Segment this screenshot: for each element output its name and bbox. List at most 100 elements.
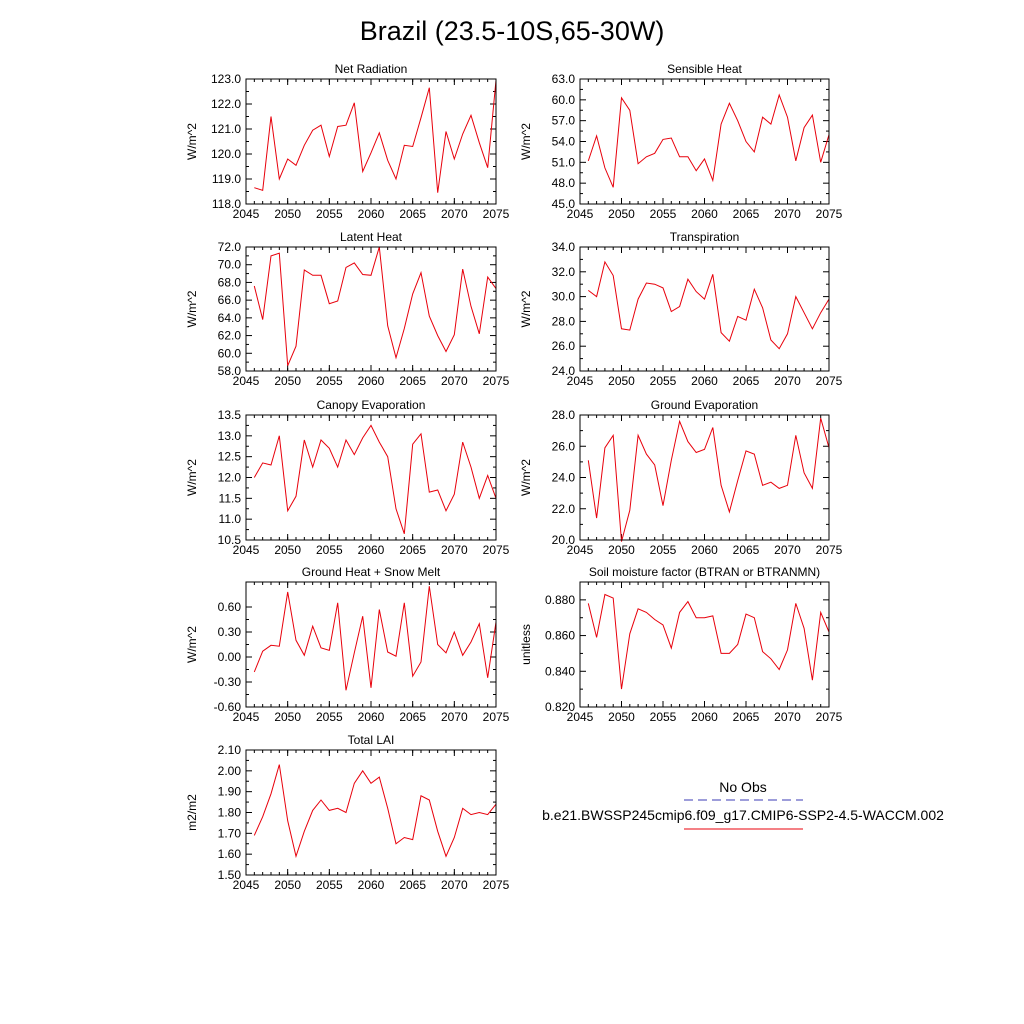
y-tick-label: -0.30 (214, 675, 242, 689)
y-tick-label: 118.0 (212, 197, 241, 211)
x-tick-label: 2055 (316, 207, 343, 221)
x-tick-label: 2075 (483, 374, 510, 388)
x-tick-label: 2065 (399, 543, 426, 557)
x-tick-label: 2050 (608, 710, 635, 724)
x-tick-label: 2065 (733, 374, 760, 388)
y-tick-label: 66.0 (218, 293, 242, 307)
figure-title: Brazil (23.5-10S,65-30W) (360, 16, 665, 46)
panel-7: Ground Heat + Snow Melt 2045 2050 2055 2060 2… (185, 565, 510, 724)
y-tick-label: 22.0 (552, 502, 576, 516)
y-tick-label: 24.0 (552, 471, 576, 485)
x-tick-label: 2075 (483, 710, 510, 724)
panels: Net Radiation 2045 2050 2055 2060 2065 2070 207… (185, 62, 843, 892)
y-axis-label: W/m^2 (185, 123, 199, 160)
y-tick-label: 0.860 (545, 629, 575, 643)
y-tick-label: 60.0 (218, 346, 242, 360)
y-tick-label: 0.820 (545, 700, 575, 714)
y-tick-label: 20.0 (552, 533, 576, 547)
series-line (587, 593, 830, 690)
y-tick-label: 2.00 (218, 764, 242, 778)
x-tick-label: 2070 (441, 374, 468, 388)
x-tick-label: 2075 (816, 710, 843, 724)
x-tick-label: 2050 (608, 543, 635, 557)
x-tick-label: 2050 (274, 374, 301, 388)
y-axis-label: W/m^2 (185, 290, 199, 327)
y-tick-label: 68.0 (218, 275, 242, 289)
y-tick-label: 26.0 (552, 339, 576, 353)
series-line (588, 260, 830, 350)
x-tick-label: 2050 (274, 710, 301, 724)
y-tick-label: 0.840 (545, 664, 575, 678)
y-tick-label: 62.0 (218, 329, 242, 343)
x-tick-label: 2060 (358, 710, 385, 724)
x-tick-label: 2055 (650, 374, 677, 388)
y-axis-label: unitless (519, 624, 533, 665)
x-tick-label: 2060 (358, 374, 385, 388)
x-tick-label: 2065 (399, 207, 426, 221)
x-tick-label: 2070 (774, 207, 801, 221)
y-tick-label: 51.0 (552, 155, 576, 169)
panel-title: Latent Heat (340, 230, 403, 244)
x-tick-label: 2065 (733, 543, 760, 557)
series-line (253, 424, 497, 534)
y-tick-label: 0.00 (218, 650, 242, 664)
x-tick-label: 2070 (441, 207, 468, 221)
x-tick-label: 2055 (650, 710, 677, 724)
series-line (253, 586, 497, 691)
x-tick-label: 2070 (774, 710, 801, 724)
x-tick-label: 2060 (691, 207, 718, 221)
x-tick-label: 2055 (316, 878, 343, 892)
x-tick-label: 2050 (274, 543, 301, 557)
y-tick-label: 26.0 (552, 439, 576, 453)
x-tick-label: 2060 (691, 374, 718, 388)
x-tick-label: 2045 (567, 543, 594, 557)
x-tick-label: 2045 (233, 207, 260, 221)
panel-5: Canopy Evaporation 2045 2050 2055 2060 2065 20… (185, 398, 510, 557)
x-tick-label: 2075 (816, 543, 843, 557)
plot-frame (245, 414, 497, 541)
y-axis-label: W/m^2 (185, 459, 199, 496)
y-tick-label: 2.10 (218, 743, 242, 757)
panel-title: Ground Evaporation (651, 398, 758, 412)
x-tick-label: 2065 (399, 374, 426, 388)
x-tick-label: 2055 (316, 710, 343, 724)
y-tick-label: 58.0 (218, 364, 242, 378)
panel-title: Canopy Evaporation (317, 398, 426, 412)
panel-title: Soil moisture factor (BTRAN or BTRANMN) (589, 565, 820, 579)
x-tick-label: 2065 (399, 710, 426, 724)
y-tick-label: 1.80 (218, 806, 242, 820)
series-line (587, 93, 830, 188)
y-tick-label: 13.0 (218, 429, 242, 443)
series-line (253, 246, 497, 366)
y-axis-label: W/m^2 (519, 123, 533, 160)
x-tick-label: 2075 (483, 878, 510, 892)
y-tick-label: 11.0 (219, 512, 242, 526)
panel-3: Latent Heat 2045 2050 2055 2060 2065 2070 2075 5… (185, 230, 510, 388)
plot-frame (579, 78, 830, 205)
x-tick-label: 2045 (233, 710, 260, 724)
x-tick-label: 2060 (358, 878, 385, 892)
y-tick-label: 10.5 (218, 533, 242, 547)
plot-frame (579, 246, 830, 372)
x-tick-label: 2075 (816, 207, 843, 221)
x-tick-label: 2075 (483, 207, 510, 221)
series-line (253, 764, 497, 859)
y-tick-label: 63.0 (552, 72, 576, 86)
x-tick-label: 2045 (567, 710, 594, 724)
plot-frame (245, 581, 497, 708)
x-tick-label: 2060 (358, 207, 385, 221)
y-tick-label: 30.0 (552, 290, 576, 304)
y-tick-label: 119.0 (212, 172, 241, 186)
x-tick-label: 2070 (441, 878, 468, 892)
x-tick-label: 2075 (816, 374, 843, 388)
y-tick-label: 0.30 (218, 625, 242, 639)
legend-model-label: b.e21.BWSSP245cmip6.f09_g17.CMIP6-SSP2-4… (542, 807, 944, 823)
y-tick-label: 28.0 (552, 314, 576, 328)
plot-frame (245, 78, 497, 205)
y-tick-label: 1.60 (218, 847, 242, 861)
panel-title: Ground Heat + Snow Melt (302, 565, 441, 579)
y-tick-label: 64.0 (218, 311, 242, 325)
x-tick-label: 2045 (567, 374, 594, 388)
panel-8: Soil moisture factor (BTRAN or BTRANMN) 2… (519, 565, 843, 724)
x-tick-label: 2060 (691, 543, 718, 557)
